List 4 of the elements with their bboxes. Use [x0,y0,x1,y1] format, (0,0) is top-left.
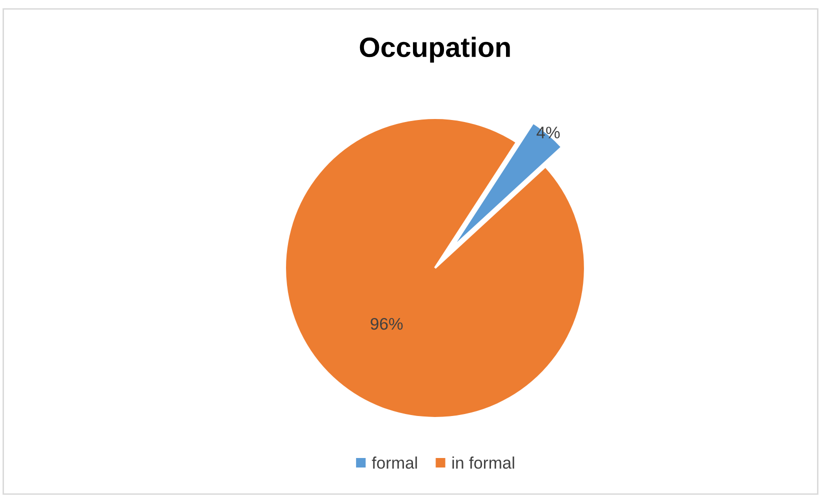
legend-label: formal [372,456,417,469]
chart-title: Occupation [360,36,510,63]
data-label: 96% [370,318,403,330]
legend-label: in formal [452,456,514,469]
